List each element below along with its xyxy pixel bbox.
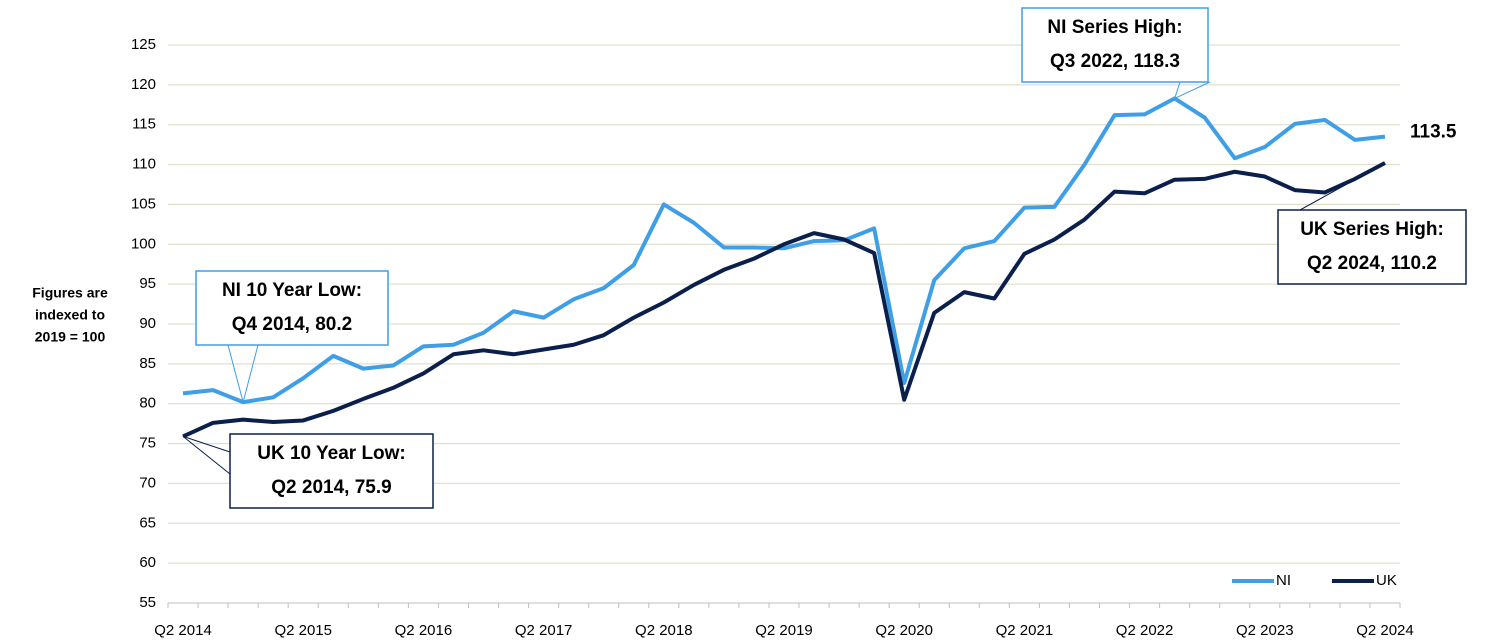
y-axis-label: indexed to bbox=[35, 307, 105, 323]
annotation-text: Q2 2014, 75.9 bbox=[271, 477, 391, 498]
y-tick-label: 80 bbox=[139, 395, 156, 412]
annotation-text: UK Series High: bbox=[1300, 219, 1444, 240]
y-tick-label: 90 bbox=[139, 315, 156, 332]
annotation-text: NI Series High: bbox=[1047, 17, 1182, 38]
annotation-text: Q2 2024, 110.2 bbox=[1307, 253, 1437, 274]
x-tick-label: Q2 2014 bbox=[154, 622, 212, 639]
callout-pointer bbox=[1174, 81, 1211, 99]
callout-pointer bbox=[242, 344, 259, 403]
y-tick-label: 125 bbox=[131, 36, 156, 53]
y-tick-label: 75 bbox=[139, 435, 156, 452]
y-tick-label: 115 bbox=[132, 116, 156, 133]
x-tick-label: Q2 2016 bbox=[395, 622, 453, 639]
annotation-box bbox=[1277, 209, 1467, 285]
annotation-text: Q4 2014, 80.2 bbox=[232, 314, 352, 335]
x-tick-label: Q2 2015 bbox=[274, 622, 332, 639]
x-tick-label: Q2 2020 bbox=[875, 622, 933, 639]
series-line bbox=[182, 161, 1386, 439]
y-axis-label: Figures are bbox=[32, 285, 108, 301]
y-tick-label: 60 bbox=[139, 554, 156, 571]
annotation-box bbox=[195, 270, 389, 346]
y-tick-label: 100 bbox=[131, 235, 156, 252]
y-tick-label: 120 bbox=[131, 76, 156, 93]
y-tick-label: 65 bbox=[139, 514, 156, 531]
x-tick-label: Q2 2021 bbox=[996, 622, 1054, 639]
series-line bbox=[182, 96, 1386, 405]
callout-pointer bbox=[227, 344, 244, 403]
legend-label: NI bbox=[1276, 572, 1291, 589]
annotation-box bbox=[229, 433, 434, 509]
callout-pointer bbox=[1299, 162, 1386, 211]
y-tick-label: 110 bbox=[132, 156, 156, 173]
x-tick-label: Q2 2022 bbox=[1116, 622, 1174, 639]
callout-pointer bbox=[182, 435, 231, 453]
x-tick-label: Q2 2018 bbox=[635, 622, 693, 639]
annotation-text: UK 10 Year Low: bbox=[257, 443, 406, 464]
annotation-box bbox=[1021, 7, 1209, 83]
callout-pointer bbox=[182, 436, 231, 475]
x-tick-label: Q2 2024 bbox=[1356, 622, 1414, 639]
x-tick-label: Q2 2017 bbox=[515, 622, 573, 639]
y-tick-label: 85 bbox=[139, 355, 156, 372]
y-axis-label: 2019 = 100 bbox=[35, 329, 106, 345]
x-tick-label: Q2 2019 bbox=[755, 622, 813, 639]
y-tick-label: 70 bbox=[139, 474, 156, 491]
end-value-label: 113.5 bbox=[1410, 122, 1457, 143]
annotation-text: NI 10 Year Low: bbox=[222, 280, 362, 301]
callout-pointer bbox=[1174, 81, 1181, 99]
legend-label: UK bbox=[1376, 572, 1397, 589]
y-tick-label: 95 bbox=[139, 275, 156, 292]
x-tick-label: Q2 2023 bbox=[1236, 622, 1294, 639]
y-tick-label: 55 bbox=[139, 594, 156, 611]
annotation-text: Q3 2022, 118.3 bbox=[1050, 51, 1180, 72]
y-tick-label: 105 bbox=[131, 195, 156, 212]
